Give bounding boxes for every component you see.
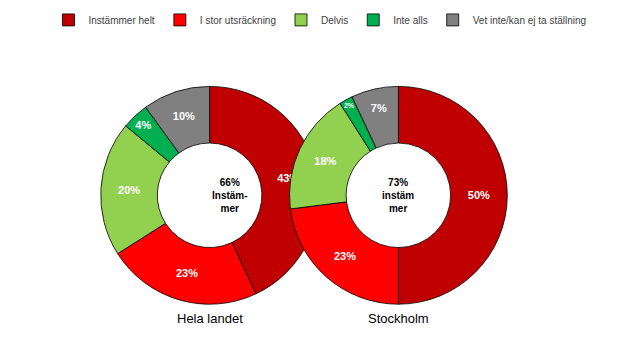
svg-text:23%: 23% [176,267,198,279]
svg-text:Inte alls: Inte alls [393,15,427,26]
svg-text:4%: 4% [135,119,151,131]
svg-text:43%: 43% [277,171,300,184]
svg-text:Hela landet: Hela landet [177,311,243,326]
svg-text:10%: 10% [173,110,195,122]
svg-text:7%: 7% [371,102,387,114]
svg-text:50%: 50% [468,189,490,201]
svg-text:I stor utsräckning: I stor utsräckning [200,15,276,26]
svg-text:73%instämmer: 73%instämmer [382,177,414,214]
svg-text:Vet inte/kan ej ta ställning: Vet inte/kan ej ta ställning [473,15,586,26]
svg-text:66%Instäm-mer: 66%Instäm-mer [212,177,248,214]
svg-text:Delvis: Delvis [321,15,348,26]
svg-text:Stockholm: Stockholm [368,311,429,326]
svg-text:23%: 23% [334,250,356,262]
svg-text:18%: 18% [314,155,336,167]
svg-text:Instämmer helt: Instämmer helt [89,15,155,26]
svg-text:2%: 2% [344,102,355,109]
svg-text:20%: 20% [118,184,140,196]
